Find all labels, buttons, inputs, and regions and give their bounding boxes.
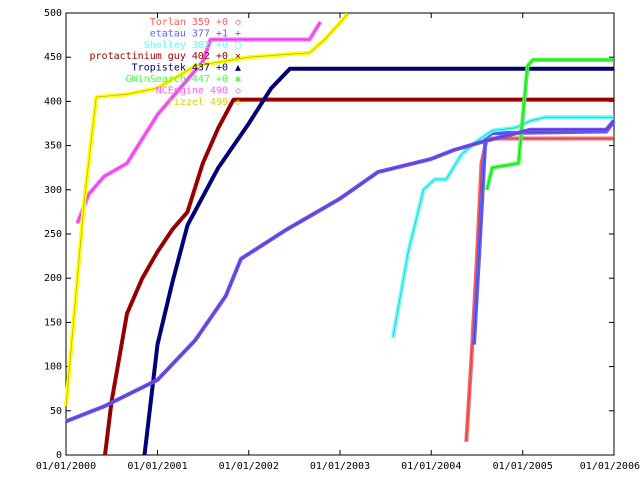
series-line-core	[77, 21, 321, 224]
legend-label: protactinium guy 402 +0	[90, 51, 228, 62]
y-tick-label: 100	[44, 362, 62, 373]
y-tick-label: 350	[44, 141, 62, 152]
series-3	[103, 97, 614, 456]
series-line	[472, 120, 616, 345]
legend-label: Tropistek 437 +0	[132, 63, 228, 74]
series-5	[484, 57, 614, 191]
series-line-core	[473, 121, 615, 345]
legend-marker: +	[235, 28, 241, 39]
legend-marker: ◇	[235, 85, 241, 96]
legend-label: rizzel 499	[168, 97, 228, 108]
y-tick-label: 0	[56, 450, 62, 461]
series-line	[484, 57, 614, 191]
series-6	[75, 20, 323, 225]
series-line	[103, 97, 614, 456]
legend-label: NCEngine 490	[156, 85, 228, 96]
series-line	[64, 12, 350, 407]
y-tick-label: 50	[50, 406, 62, 417]
series-0	[464, 136, 614, 442]
y-tick-label: 500	[44, 8, 62, 19]
series-4	[142, 66, 614, 456]
series-line-core	[65, 13, 349, 407]
y-tick-label: 250	[44, 229, 62, 240]
series-8	[65, 119, 616, 424]
x-tick-label: 01/01/2003	[310, 461, 370, 472]
series-line	[142, 66, 614, 456]
series-line-core	[65, 120, 615, 422]
x-tick-label: 01/01/2000	[36, 461, 96, 472]
series-line	[65, 119, 616, 424]
series-line	[75, 20, 323, 225]
series-line	[464, 136, 614, 442]
legend-marker: ✱	[235, 74, 241, 85]
axis-ticks: 0 50 100 150 200 250 300 350 400 450 500 01/01/2000…	[36, 8, 640, 472]
legend-label: GWinSearch 447 +0	[126, 74, 228, 85]
legend-marker: ▲	[235, 63, 241, 74]
x-tick-label: 01/01/2006	[580, 461, 640, 472]
series-line-core	[466, 138, 614, 442]
legend-label: etatau 377 +1	[150, 28, 228, 39]
series-1	[472, 120, 616, 345]
y-tick-label: 450	[44, 52, 62, 63]
series-line-core	[392, 117, 614, 338]
series-layer	[64, 12, 616, 456]
y-tick-label: 150	[44, 317, 62, 328]
x-tick-label: 01/01/2002	[219, 461, 279, 472]
legend-label: Torlan 359 +0	[150, 17, 228, 28]
legend: Torlan 359 +0 ◇ etatau 377 +1 + Shelley 382 …	[90, 17, 242, 108]
series-2	[391, 115, 614, 338]
legend-label: Shelley 382 +0	[144, 40, 228, 51]
x-tick-label: 01/01/2005	[493, 461, 553, 472]
y-tick-label: 200	[44, 273, 62, 284]
x-tick-label: 01/01/2001	[127, 461, 187, 472]
y-tick-label: 400	[44, 96, 62, 107]
legend-marker: □	[235, 40, 241, 51]
series-line	[391, 115, 614, 338]
series-line-core	[486, 59, 614, 190]
series-line-core	[144, 68, 614, 456]
legend-marker: ◇	[235, 17, 241, 28]
series-7	[64, 12, 350, 407]
legend-marker: ◇	[235, 97, 241, 108]
y-tick-label: 300	[44, 185, 62, 196]
series-line-core	[104, 99, 614, 456]
legend-marker: ×	[235, 51, 241, 62]
x-tick-label: 01/01/2004	[401, 461, 461, 472]
